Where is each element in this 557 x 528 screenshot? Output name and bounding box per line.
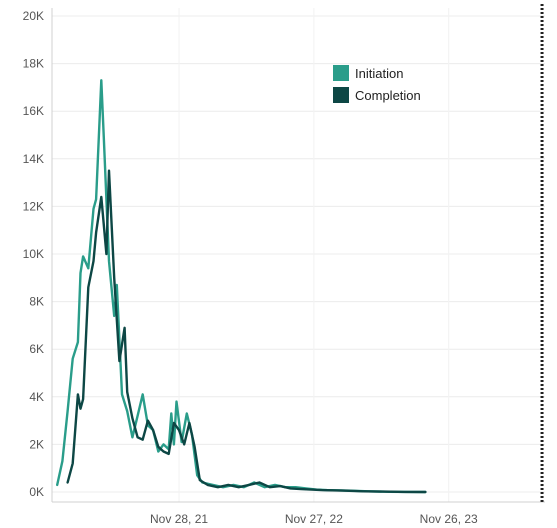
y-tick-label: 4K <box>29 390 44 404</box>
legend-item-completion[interactable]: Completion <box>333 87 421 103</box>
series-line-initiation[interactable] <box>56 79 427 494</box>
x-tick-label: Nov 27, 22 <box>285 512 343 526</box>
gridlines <box>52 8 545 502</box>
y-tick-label: 8K <box>29 295 44 309</box>
y-tick-label: 0K <box>29 485 44 499</box>
legend-swatch-completion <box>333 87 349 103</box>
series-line-completion[interactable] <box>66 169 427 494</box>
x-tick-label: Nov 26, 23 <box>420 512 478 526</box>
y-tick-label: 12K <box>23 199 44 213</box>
y-tick-label: 16K <box>23 104 44 118</box>
legend-label-completion: Completion <box>355 88 421 103</box>
y-tick-label: 6K <box>29 342 44 356</box>
y-tick-labels: 0K 2K 4K 6K 8K 10K 12K 14K 16K 18K 20K <box>23 9 44 499</box>
y-tick-label: 2K <box>29 437 44 451</box>
legend: Initiation Completion <box>333 65 421 103</box>
series-lines <box>56 79 427 494</box>
x-tick-label: Nov 28, 21 <box>150 512 208 526</box>
y-tick-label: 14K <box>23 152 44 166</box>
y-tick-label: 20K <box>23 9 44 23</box>
legend-swatch-initiation <box>333 65 349 81</box>
y-tick-label: 18K <box>23 57 44 71</box>
axes <box>51 8 545 503</box>
legend-item-initiation[interactable]: Initiation <box>333 65 403 81</box>
x-tick-labels: Nov 28, 21 Nov 27, 22 Nov 26, 23 <box>150 512 478 526</box>
legend-label-initiation: Initiation <box>355 66 403 81</box>
y-tick-label: 10K <box>23 247 44 261</box>
